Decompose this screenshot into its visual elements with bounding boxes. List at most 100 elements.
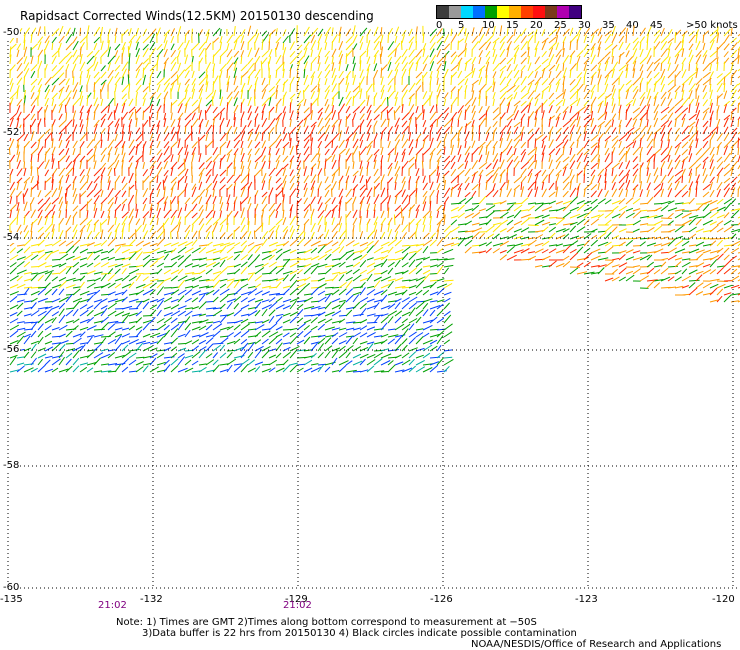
- wind-barb: [16, 261, 25, 268]
- wind-barb: [184, 144, 189, 156]
- wind-barb: [681, 48, 685, 58]
- wind-barb: [702, 140, 709, 149]
- wind-barb: [674, 70, 681, 79]
- wind-barb: [142, 43, 149, 51]
- wind-barb: [345, 90, 352, 100]
- wind-barb: [44, 250, 53, 254]
- wind-barb: [471, 202, 480, 205]
- wind-barb: [16, 181, 20, 191]
- wind-barb: [191, 313, 202, 317]
- wind-barb: [737, 131, 740, 135]
- wind-barb: [303, 349, 312, 352]
- wind-barb: [240, 147, 244, 156]
- wind-barb: [625, 84, 633, 93]
- wind-barb: [639, 215, 650, 219]
- wind-barb: [499, 169, 506, 177]
- wind-barb: [9, 324, 20, 331]
- wind-barb: [86, 180, 93, 191]
- wind-barb: [79, 27, 81, 37]
- wind-barb: [443, 365, 450, 373]
- wind-barb: [436, 155, 442, 163]
- wind-barb: [198, 217, 204, 226]
- wind-barb: [198, 204, 204, 212]
- wind-barb: [429, 200, 432, 212]
- wind-barb: [72, 278, 83, 282]
- wind-barb: [170, 61, 177, 72]
- wind-barb: [394, 145, 397, 156]
- wind-barb: [380, 353, 392, 359]
- wind-barb: [436, 49, 442, 58]
- wind-barb: [380, 313, 389, 317]
- wind-barb: [142, 301, 150, 310]
- wind-barb: [660, 261, 667, 268]
- wind-barb: [247, 69, 255, 79]
- wind-barb: [51, 367, 59, 373]
- wind-barb: [93, 203, 97, 212]
- wind-barb: [16, 331, 26, 338]
- wind-barb: [79, 46, 82, 58]
- wind-barb: [401, 56, 407, 65]
- wind-barb: [289, 28, 296, 37]
- wind-barb: [9, 54, 12, 65]
- wind-barb: [30, 113, 36, 121]
- wind-barb: [254, 361, 264, 366]
- wind-barb: [86, 305, 94, 310]
- wind-barb: [86, 167, 91, 177]
- wind-barb: [177, 26, 182, 37]
- wind-barb: [121, 176, 126, 184]
- wind-barb: [590, 64, 598, 72]
- wind-barb: [191, 118, 199, 128]
- wind-barb: [30, 85, 36, 93]
- wind-barb: [352, 313, 364, 317]
- wind-barb: [513, 147, 517, 156]
- wind-barb: [625, 117, 633, 128]
- wind-barb: [436, 28, 443, 37]
- footnote-credit: NOAA/NESDIS/Office of Research and Appli…: [471, 639, 722, 650]
- wind-barb: [632, 228, 640, 233]
- wind-barb: [674, 32, 677, 44]
- wind-barb: [625, 189, 628, 198]
- wind-barb: [184, 285, 194, 289]
- wind-barb: [359, 99, 366, 107]
- wind-barb: [352, 250, 363, 254]
- wind-barb: [282, 342, 291, 345]
- wind-barb: [317, 243, 327, 247]
- legend-swatch: [545, 6, 557, 18]
- wind-barb: [555, 200, 563, 205]
- wind-barb: [478, 132, 481, 142]
- wind-barb: [310, 110, 313, 121]
- wind-barb: [352, 353, 362, 359]
- wind-barb: [667, 167, 674, 177]
- wind-barb: [415, 301, 425, 310]
- wind-barb: [408, 93, 415, 100]
- wind-barb: [282, 68, 285, 79]
- wind-barb: [443, 138, 445, 149]
- wind-barb: [443, 33, 450, 44]
- wind-barb: [352, 261, 361, 268]
- wind-barb: [156, 181, 162, 191]
- wind-barb: [506, 78, 512, 86]
- wind-barb: [65, 348, 76, 352]
- wind-barb: [709, 102, 713, 114]
- wind-barb: [233, 338, 241, 345]
- wind-barb: [625, 173, 629, 184]
- wind-barb: [23, 287, 30, 296]
- wind-barb: [233, 126, 238, 135]
- wind-barb: [527, 160, 535, 170]
- wind-barb: [478, 56, 482, 65]
- wind-barb: [93, 334, 104, 338]
- wind-barb: [86, 95, 89, 107]
- wind-barb: [548, 99, 555, 107]
- wind-barb: [653, 167, 659, 177]
- wind-barb: [618, 262, 628, 268]
- wind-barb: [681, 69, 687, 79]
- wind-barb: [65, 119, 73, 128]
- wind-barb: [695, 95, 700, 107]
- wind-barb: [723, 168, 733, 177]
- wind-barb: [366, 273, 373, 282]
- wind-barb: [51, 211, 55, 219]
- wind-barb: [352, 274, 362, 282]
- wind-barb: [394, 323, 405, 331]
- wind-barb: [9, 210, 12, 219]
- wind-barb: [114, 189, 121, 198]
